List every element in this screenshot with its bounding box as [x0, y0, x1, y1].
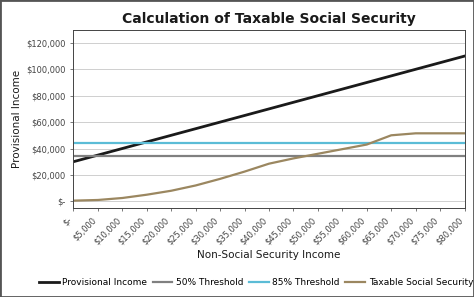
50% Threshold [364, 155, 370, 158]
85% Threshold [437, 141, 443, 145]
Provisional Income [413, 67, 419, 71]
Taxable Social Security [144, 193, 150, 197]
Provisional Income [266, 107, 272, 111]
Line: Taxable Social Security: Taxable Social Security [73, 133, 465, 201]
Taxable Social Security [364, 143, 370, 146]
Provisional Income [462, 54, 467, 58]
Provisional Income [291, 100, 296, 104]
Provisional Income [71, 160, 76, 163]
Provisional Income [95, 153, 101, 157]
Taxable Social Security [217, 177, 223, 181]
Provisional Income [168, 134, 174, 137]
50% Threshold [437, 155, 443, 158]
50% Threshold [71, 155, 76, 158]
Taxable Social Security [242, 170, 247, 173]
85% Threshold [193, 141, 199, 145]
85% Threshold [291, 141, 296, 145]
Provisional Income [144, 140, 150, 144]
Taxable Social Security [339, 147, 345, 151]
85% Threshold [462, 141, 467, 145]
Taxable Social Security [291, 157, 296, 160]
Taxable Social Security [315, 152, 321, 156]
85% Threshold [168, 141, 174, 145]
50% Threshold [266, 155, 272, 158]
Legend: Provisional Income, 50% Threshold, 85% Threshold, Taxable Social Security: Provisional Income, 50% Threshold, 85% T… [36, 275, 474, 290]
85% Threshold [413, 141, 419, 145]
85% Threshold [242, 141, 247, 145]
50% Threshold [168, 155, 174, 158]
50% Threshold [339, 155, 345, 158]
85% Threshold [144, 141, 150, 145]
Provisional Income [119, 147, 125, 150]
Provisional Income [315, 94, 321, 97]
Provisional Income [388, 74, 394, 78]
50% Threshold [95, 155, 101, 158]
Provisional Income [437, 61, 443, 64]
Taxable Social Security [388, 134, 394, 137]
50% Threshold [388, 155, 394, 158]
85% Threshold [266, 141, 272, 145]
Provisional Income [193, 127, 199, 130]
Provisional Income [364, 81, 370, 84]
50% Threshold [119, 155, 125, 158]
85% Threshold [388, 141, 394, 145]
50% Threshold [413, 155, 419, 158]
Taxable Social Security [462, 132, 467, 135]
50% Threshold [315, 155, 321, 158]
Taxable Social Security [266, 162, 272, 165]
Title: Calculation of Taxable Social Security: Calculation of Taxable Social Security [122, 12, 416, 26]
Line: Provisional Income: Provisional Income [73, 56, 465, 162]
Taxable Social Security [71, 199, 76, 203]
Taxable Social Security [168, 189, 174, 192]
85% Threshold [217, 141, 223, 145]
Provisional Income [339, 87, 345, 91]
85% Threshold [339, 141, 345, 145]
Y-axis label: Provisional Income: Provisional Income [12, 70, 22, 168]
50% Threshold [193, 155, 199, 158]
Taxable Social Security [95, 198, 101, 202]
Taxable Social Security [119, 196, 125, 200]
85% Threshold [119, 141, 125, 145]
Provisional Income [217, 120, 223, 124]
85% Threshold [71, 141, 76, 145]
50% Threshold [217, 155, 223, 158]
Taxable Social Security [193, 184, 199, 187]
50% Threshold [462, 155, 467, 158]
X-axis label: Non-Social Security Income: Non-Social Security Income [197, 250, 341, 260]
85% Threshold [364, 141, 370, 145]
50% Threshold [242, 155, 247, 158]
85% Threshold [315, 141, 321, 145]
50% Threshold [144, 155, 150, 158]
85% Threshold [95, 141, 101, 145]
Taxable Social Security [437, 132, 443, 135]
50% Threshold [291, 155, 296, 158]
Taxable Social Security [413, 132, 419, 135]
Provisional Income [242, 114, 247, 117]
